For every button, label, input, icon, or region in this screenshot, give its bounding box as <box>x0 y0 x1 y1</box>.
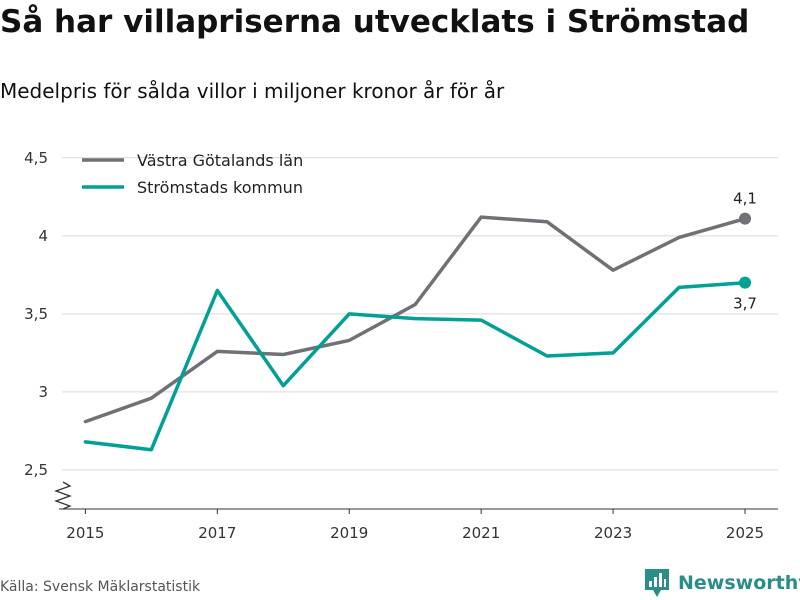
legend-label-stromstad: Strömstads kommun <box>137 178 303 197</box>
series-line-stromstad <box>83 280 747 452</box>
y-tick-label: 3 <box>38 383 48 401</box>
x-tick-label: 2021 <box>462 524 500 542</box>
y-axis-ticks: 2,5 3 3,5 4 4,5 <box>24 149 48 479</box>
x-tick-label: 2025 <box>726 524 764 542</box>
y-tick-label: 4,5 <box>24 149 48 167</box>
series-lines: 4,1 3,7 <box>83 190 757 452</box>
x-tick-label: 2015 <box>66 524 104 542</box>
legend-label-vastra: Västra Götalands län <box>137 151 303 170</box>
brand-logo: Newsworthy <box>644 568 800 598</box>
end-point-marker <box>739 276 752 289</box>
y-tick-label: 3,5 <box>24 305 48 323</box>
newsworthy-logo-icon <box>645 569 669 597</box>
y-tick-label: 4 <box>38 227 48 245</box>
end-value-label: 4,1 <box>733 190 757 208</box>
legend: Västra Götalands län Strömstads kommun <box>82 151 303 197</box>
end-value-label: 3,7 <box>733 295 757 313</box>
axis-break-icon <box>54 481 72 510</box>
series-line-vastra <box>83 215 747 424</box>
x-axis-ticks: 2015 2017 2019 2021 2023 2025 <box>66 509 764 542</box>
grid-lines <box>62 157 778 471</box>
chart-title: Så har villapriserna utvecklats i Ströms… <box>0 4 750 40</box>
y-tick-label: 2,5 <box>24 461 48 479</box>
x-tick-label: 2019 <box>330 524 368 542</box>
x-tick-label: 2017 <box>198 524 236 542</box>
source-note: Källa: Svensk Mäklarstatistik <box>0 579 201 595</box>
end-point-marker <box>739 212 752 225</box>
chart-subtitle: Medelpris för sålda villor i miljoner kr… <box>0 79 505 103</box>
x-axis <box>54 481 778 510</box>
brand-name: Newsworthy <box>678 572 800 594</box>
x-tick-label: 2023 <box>594 524 632 542</box>
